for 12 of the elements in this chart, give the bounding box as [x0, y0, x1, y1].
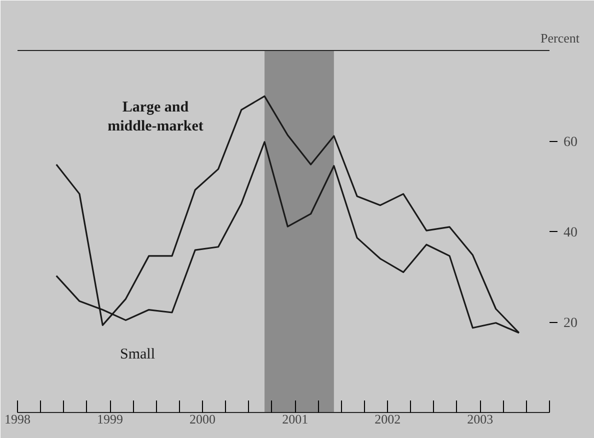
- series-label: Large and middle-market: [108, 99, 204, 134]
- x-tick-label: 2002: [374, 412, 401, 426]
- x-tick-label: 2000: [190, 412, 216, 426]
- y-tick-label: 40: [564, 226, 578, 240]
- y-tick-label: 60: [564, 135, 578, 150]
- series-label: Small: [120, 346, 156, 362]
- y-axis-title: Percent: [540, 30, 580, 46]
- x-tick-label: 2001: [282, 412, 308, 426]
- x-tick-label: 1998: [4, 412, 30, 426]
- y-tick-label: 20: [564, 316, 578, 331]
- x-tick-label: 2003: [467, 412, 494, 426]
- x-tick-label: 1999: [97, 412, 124, 426]
